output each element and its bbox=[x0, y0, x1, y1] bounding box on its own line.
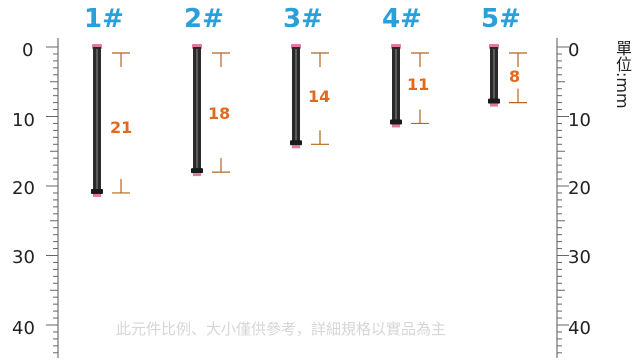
length-label-3: 14 bbox=[308, 87, 331, 106]
right-tick-30: 30 bbox=[568, 247, 591, 268]
left-tick-30: 30 bbox=[12, 247, 35, 268]
screw-highlight-3 bbox=[295, 49, 297, 141]
screw-tip-5 bbox=[490, 103, 498, 107]
screw-highlight-4 bbox=[395, 49, 397, 120]
length-label-1: 21 bbox=[110, 118, 133, 137]
right-tick-20: 20 bbox=[568, 178, 591, 199]
right-tick-0: 0 bbox=[568, 40, 580, 61]
length-label-5: 8 bbox=[509, 67, 521, 86]
length-label-2: 18 bbox=[208, 104, 231, 123]
left-tick-40: 40 bbox=[12, 318, 35, 339]
left-tick-10: 10 bbox=[12, 110, 35, 131]
size-label-1: 1# bbox=[84, 4, 124, 34]
screw-nut-1 bbox=[91, 188, 103, 194]
size-label-3: 3# bbox=[283, 4, 323, 34]
screw-tip-4 bbox=[392, 124, 400, 128]
screw-nut-3 bbox=[290, 140, 302, 146]
screw-tip-2 bbox=[193, 173, 201, 177]
left-tick-20: 20 bbox=[12, 178, 35, 199]
screw-tip-1 bbox=[93, 193, 101, 197]
right-tick-40: 40 bbox=[568, 318, 591, 339]
screw-tip-3 bbox=[292, 145, 300, 149]
size-label-4: 4# bbox=[382, 4, 422, 34]
size-label-5: 5# bbox=[481, 4, 521, 34]
unit-label: 單位:mm bbox=[613, 40, 632, 109]
screw-highlight-2 bbox=[196, 49, 198, 169]
screw-nut-2 bbox=[191, 168, 203, 174]
size-label-2: 2# bbox=[184, 4, 224, 34]
screw-nut-4 bbox=[390, 119, 402, 125]
right-tick-10: 10 bbox=[568, 110, 591, 131]
length-label-4: 11 bbox=[407, 75, 430, 94]
disclaimer-text: 此元件比例、大小僅供參考，詳細規格以實品為主 bbox=[116, 320, 447, 338]
screw-nut-5 bbox=[488, 98, 500, 104]
screw-highlight-1 bbox=[96, 49, 98, 189]
screw-highlight-5 bbox=[493, 49, 495, 99]
left-tick-0: 0 bbox=[22, 40, 34, 61]
